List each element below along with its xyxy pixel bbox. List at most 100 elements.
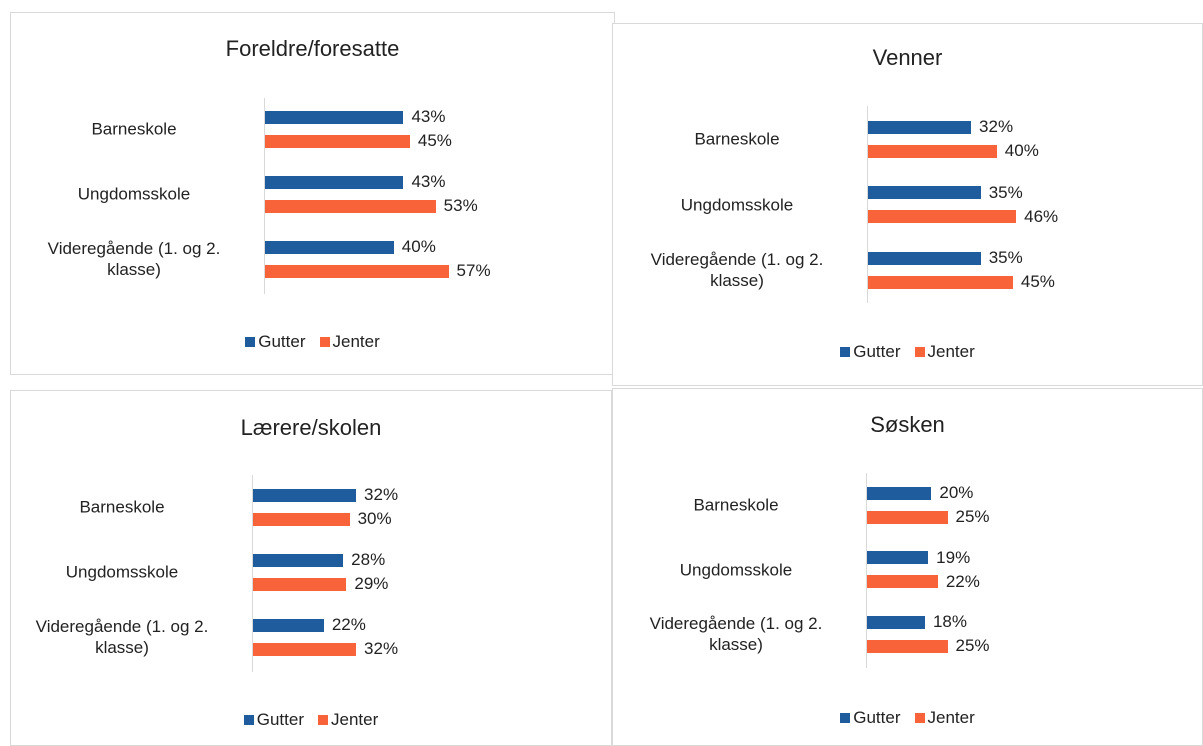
value-label: 29% <box>354 574 389 593</box>
value-label: 57% <box>456 261 491 280</box>
bar <box>253 642 357 656</box>
value-label: 45% <box>1020 272 1055 291</box>
bar <box>868 120 972 134</box>
legend: Gutter Jenter <box>613 342 1202 362</box>
legend-item: Jenter <box>914 342 975 362</box>
legend-swatch <box>243 715 254 725</box>
value-label: 28% <box>351 550 386 569</box>
bar <box>253 553 344 567</box>
legend-swatch <box>914 347 925 357</box>
legend-label: Jenter <box>927 708 975 727</box>
legend-item: Jenter <box>319 332 380 352</box>
legend-label: Gutter <box>258 332 306 351</box>
chart-title: Venner <box>872 45 943 70</box>
legend-label: Jenter <box>927 342 975 361</box>
legend-swatch <box>319 337 330 347</box>
value-label: 20% <box>939 483 974 502</box>
bar <box>253 618 324 632</box>
category-label: Barneskole <box>693 495 779 515</box>
category-label: Videregående (1. og 2. klasse) <box>650 250 824 290</box>
axis-line <box>252 475 253 672</box>
value-label: 22% <box>331 615 366 634</box>
legend-item: Jenter <box>318 710 378 730</box>
bar <box>265 240 394 254</box>
legend-label: Gutter <box>853 342 901 361</box>
bar <box>867 575 938 588</box>
chart-panel: Venner Barneskole 32% 40% Ungdomsskole 35% 46%… <box>612 23 1203 386</box>
legend-label: Jenter <box>331 710 379 729</box>
legend-swatch <box>840 713 851 723</box>
legend-swatch <box>840 347 851 357</box>
value-label: 43% <box>411 172 446 191</box>
value-label: 45% <box>417 131 452 150</box>
category-label: Videregående (1. og 2. klasse) <box>649 614 823 654</box>
axis-line <box>866 473 867 668</box>
legend-label: Jenter <box>332 332 380 351</box>
legend-item: Gutter <box>243 710 304 730</box>
bar <box>265 134 410 148</box>
value-label: 32% <box>979 117 1014 136</box>
bar <box>253 488 357 502</box>
bar <box>867 615 925 629</box>
legend-swatch <box>245 337 256 347</box>
legend-item: Jenter <box>914 708 975 728</box>
bar <box>265 175 404 189</box>
value-label: 25% <box>955 636 990 655</box>
chart-title: Lærere/skolen <box>240 415 382 440</box>
legend-swatch <box>914 713 925 723</box>
bar <box>253 577 347 591</box>
bar <box>868 275 1013 289</box>
legend: Gutter Jenter <box>613 708 1202 728</box>
legend-label: Gutter <box>853 708 901 727</box>
value-label: 46% <box>1024 206 1059 226</box>
bar <box>868 144 997 158</box>
legend-swatch <box>318 715 328 725</box>
bar <box>868 210 1017 223</box>
value-label: 35% <box>988 248 1023 267</box>
value-label: 40% <box>401 237 436 256</box>
bar <box>867 639 948 653</box>
value-label: 53% <box>443 196 478 215</box>
category-label: Videregående (1. og 2. klasse) <box>35 617 209 657</box>
value-label: 18% <box>932 612 967 631</box>
legend: Gutter Jenter <box>11 710 611 730</box>
category-label: Videregående (1. og 2. klasse) <box>47 239 221 279</box>
value-label: 40% <box>1004 141 1039 160</box>
value-label: 30% <box>357 509 392 528</box>
value-label: 25% <box>955 507 990 526</box>
bar <box>868 186 981 199</box>
chart-title: Foreldre/foresatte <box>225 36 400 61</box>
category-label: Ungdomsskole <box>77 184 191 204</box>
bar <box>867 510 948 524</box>
chart-panel: Lærere/skolen Barneskole 32% 30% Ungdomsskol… <box>10 390 612 746</box>
category-label: Barneskole <box>91 119 177 139</box>
category-label: Ungdomsskole <box>65 562 179 582</box>
bar <box>253 512 350 526</box>
value-label: 22% <box>945 571 980 591</box>
bar <box>867 551 929 564</box>
value-label: 35% <box>988 182 1023 202</box>
bar <box>868 251 981 265</box>
category-label: Barneskole <box>79 497 165 517</box>
bar <box>265 110 404 124</box>
value-label: 32% <box>364 485 399 504</box>
bar <box>265 199 436 213</box>
bar <box>867 486 932 500</box>
legend-item: Gutter <box>840 342 901 362</box>
legend-item: Gutter <box>840 708 901 728</box>
axis-line <box>867 106 868 303</box>
chart-panel: Foreldre/foresatte Barneskole 43% 45% Ungdom… <box>10 12 615 375</box>
category-label: Ungdomsskole <box>680 195 794 214</box>
axis-line <box>264 98 265 294</box>
chart-title: Søsken <box>870 412 945 437</box>
value-label: 43% <box>411 107 446 126</box>
chart-panel: Søsken Barneskole 20% 25% Ungdomsskole 19% 22%… <box>612 388 1203 746</box>
value-label: 19% <box>936 547 971 567</box>
legend-label: Gutter <box>256 710 304 729</box>
legend: Gutter Jenter <box>11 332 614 352</box>
category-label: Barneskole <box>694 129 780 149</box>
category-label: Ungdomsskole <box>679 560 793 579</box>
legend-item: Gutter <box>245 332 306 352</box>
bar <box>265 264 449 278</box>
